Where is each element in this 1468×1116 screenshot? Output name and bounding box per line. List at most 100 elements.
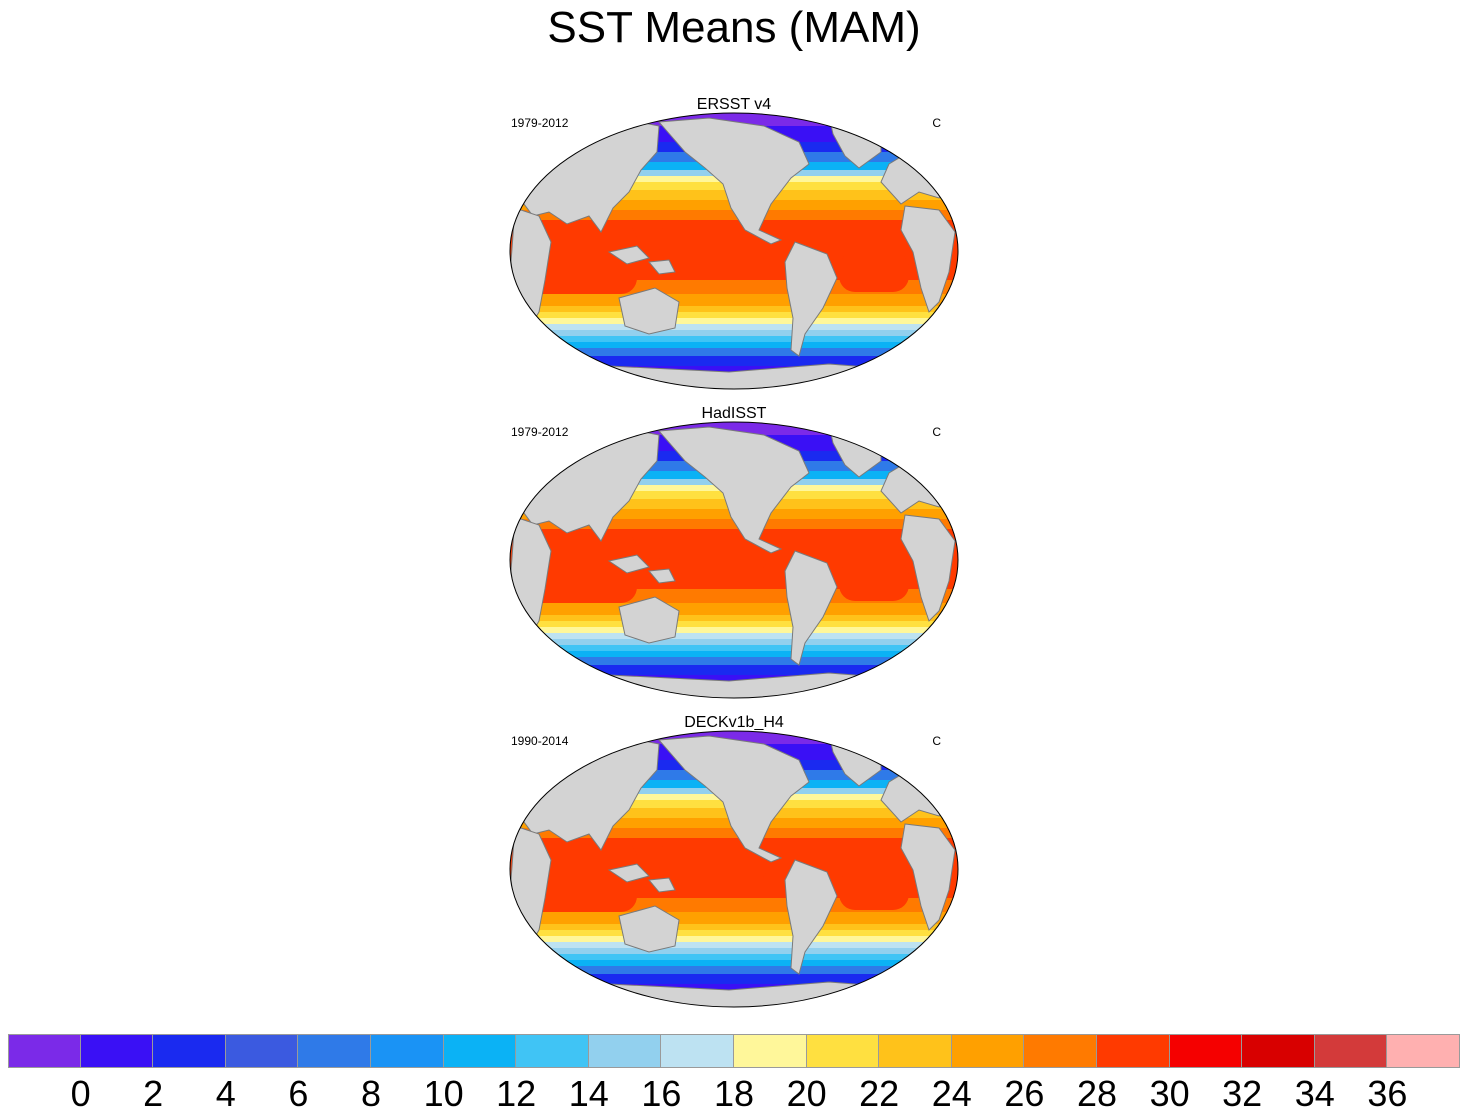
colorbar-tick-label: 26 (1004, 1073, 1045, 1114)
sst-band (510, 639, 958, 646)
colorbar-swatch (1024, 1034, 1097, 1068)
landmass (657, 735, 810, 863)
landmass (784, 859, 838, 975)
colorbar-tick-label: 32 (1222, 1073, 1263, 1114)
panel-title: DECKv1b_H4 (684, 714, 784, 731)
warm-pool (839, 870, 909, 910)
panel-units: C (932, 734, 941, 748)
colorbar-swatch (443, 1034, 517, 1068)
colorbar-tick-label: 18 (713, 1073, 755, 1114)
colorbar-tick-label: 28 (1076, 1073, 1118, 1114)
sst-band (510, 974, 958, 985)
landmass (648, 568, 676, 584)
sst-band (510, 336, 958, 343)
colorbar-tick-label: 10 (423, 1073, 464, 1114)
map-panel-hadisst: HadISST 1979-2012 C (509, 405, 959, 705)
sst-band (510, 210, 958, 221)
map-outline (509, 112, 959, 390)
colorbar-tick-label: 4 (215, 1073, 236, 1114)
landmass (900, 205, 956, 313)
colorbar-swatch (1169, 1034, 1243, 1068)
colorbar-swatch (1097, 1034, 1170, 1068)
warm-pool (659, 531, 769, 571)
colorbar-swatch (806, 1034, 880, 1068)
map-panel-ersst: ERSST v4 1979-2012 C (509, 96, 959, 396)
colorbar-tick-label: 12 (496, 1073, 537, 1114)
world-map (509, 112, 959, 390)
colorbar-tick-label: 24 (931, 1073, 972, 1114)
sst-band (510, 645, 958, 652)
sst-band (510, 966, 958, 975)
colorbar-swatch (879, 1034, 952, 1068)
colorbar-swatch (1387, 1034, 1460, 1068)
panel-period: 1979-2012 (511, 425, 569, 439)
landmass (657, 117, 810, 245)
sst-band (510, 930, 958, 937)
panel-period: 1990-2014 (511, 734, 569, 748)
colorbar-tick-label: 0 (70, 1073, 91, 1114)
landmass (607, 245, 650, 265)
landmass (618, 596, 680, 644)
sst-band (510, 627, 958, 634)
colorbar-swatch (371, 1034, 444, 1068)
sst-band (510, 348, 958, 357)
sst-band (510, 621, 958, 628)
sst-band (510, 651, 958, 658)
colorbar-tick-label: 16 (641, 1073, 682, 1114)
colorbar-swatch (225, 1034, 299, 1068)
sst-band (510, 942, 958, 949)
panel-period: 1979-2012 (511, 116, 569, 130)
sst-band (510, 912, 958, 925)
sst-band (510, 318, 958, 325)
landmass (784, 241, 838, 357)
sst-band (510, 615, 958, 622)
sst-band (510, 948, 958, 955)
landmass (657, 426, 810, 554)
colorbar-swatch (1314, 1034, 1388, 1068)
sst-band (510, 936, 958, 943)
colorbar-tick-label: 22 (859, 1073, 900, 1114)
landmass (900, 514, 956, 622)
world-map (509, 421, 959, 699)
sst-band (510, 306, 958, 313)
colorbar-swatch (80, 1034, 154, 1068)
world-map (509, 730, 959, 1008)
sst-band (510, 324, 958, 331)
landmass (784, 550, 838, 666)
sst-band (510, 960, 958, 967)
colorbar-swatch (8, 1034, 81, 1068)
panel-units: C (932, 425, 941, 439)
landmass (618, 287, 680, 335)
colorbar-swatch (588, 1034, 662, 1068)
figure-title: SST Means (MAM) (547, 3, 921, 52)
panel-title: ERSST v4 (696, 96, 772, 113)
colorbar-tick-label: 30 (1149, 1073, 1190, 1114)
colorbar-swatch (951, 1034, 1025, 1068)
colorbar-swatch (1242, 1034, 1315, 1068)
warm-pool (527, 224, 637, 294)
colorbar-swatch (298, 1034, 371, 1068)
colorbar-swatch (734, 1034, 807, 1068)
sst-band (510, 633, 958, 640)
landmass (900, 823, 956, 931)
colorbar-tick-label: 2 (143, 1073, 164, 1114)
panel-title: HadISST (701, 405, 767, 422)
landmass (607, 554, 650, 574)
warm-pool (659, 840, 769, 880)
colorbar-tick-label: 36 (1367, 1073, 1408, 1114)
map-outline (509, 730, 959, 1008)
landmass (648, 259, 676, 275)
warm-pool (839, 561, 909, 601)
colorbar-tick-label: 8 (360, 1073, 382, 1114)
colorbar (8, 1034, 1460, 1068)
colorbar-frame (8, 1034, 1460, 1068)
sst-band (510, 828, 958, 839)
map-outline (509, 421, 959, 699)
warm-pool (527, 533, 637, 603)
colorbar-tick-label: 6 (288, 1073, 309, 1114)
warm-pool (527, 842, 637, 912)
sst-band (510, 954, 958, 961)
sst-band (510, 342, 958, 349)
colorbar-tick-label: 14 (568, 1073, 609, 1114)
sst-band (510, 294, 958, 307)
